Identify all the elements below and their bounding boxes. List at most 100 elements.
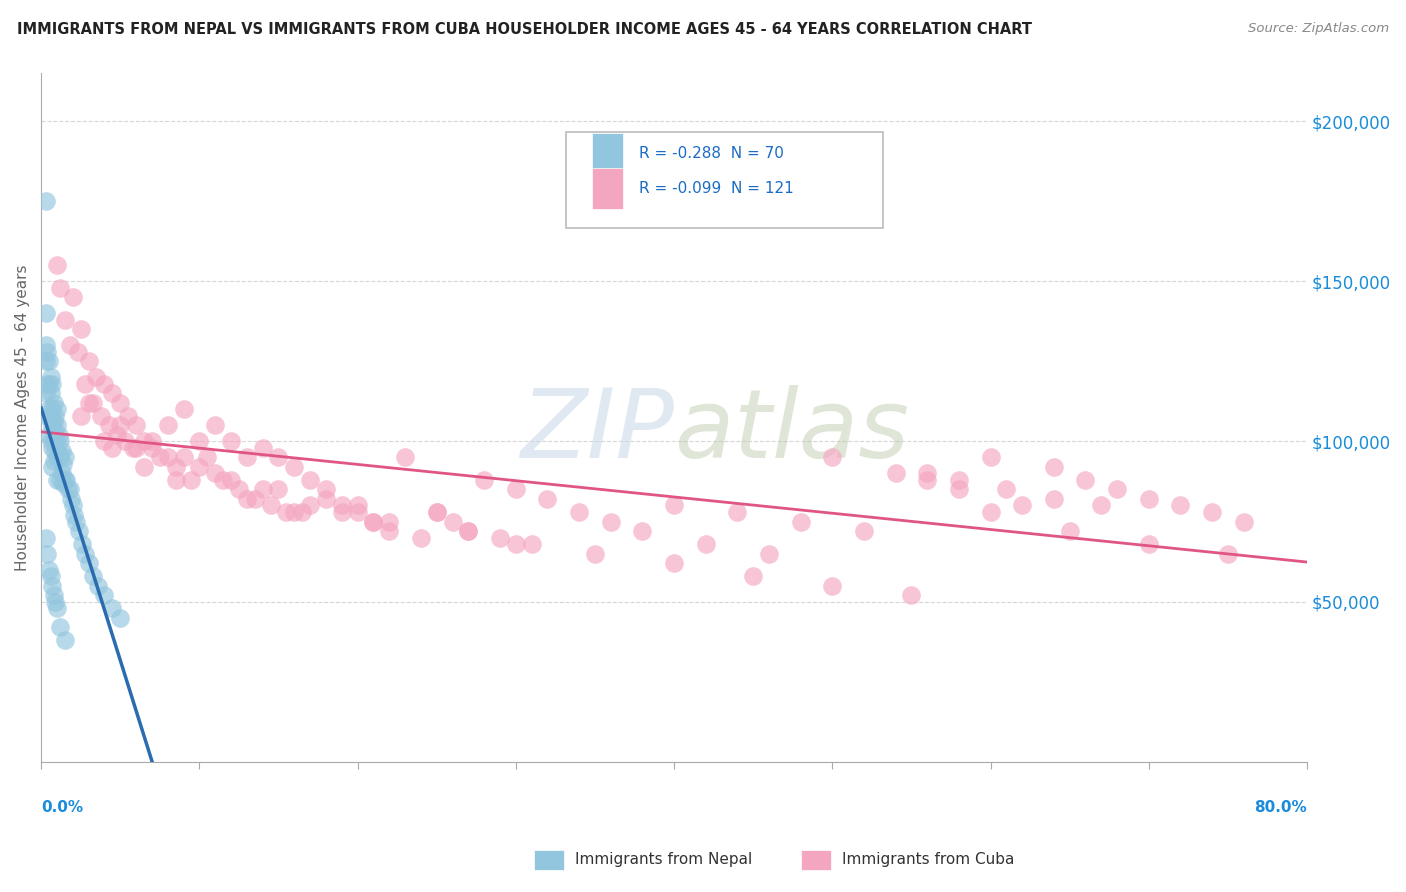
Point xyxy=(93,588,115,602)
Point xyxy=(299,499,322,513)
Point xyxy=(1059,524,1081,538)
Point xyxy=(44,444,66,458)
Point xyxy=(695,537,717,551)
Point xyxy=(441,515,464,529)
Point xyxy=(58,338,80,352)
Point xyxy=(884,467,907,481)
Point xyxy=(75,376,97,391)
Point xyxy=(852,524,875,538)
Text: R = -0.099  N = 121: R = -0.099 N = 121 xyxy=(638,181,793,196)
Point xyxy=(41,402,63,417)
Point xyxy=(42,588,65,602)
Point xyxy=(41,376,63,391)
Point xyxy=(38,402,60,417)
Point xyxy=(363,515,385,529)
Point xyxy=(45,418,67,433)
Point xyxy=(276,505,298,519)
Point xyxy=(394,450,416,465)
Point xyxy=(1043,492,1066,507)
Point xyxy=(219,434,242,449)
Point xyxy=(156,418,179,433)
Point xyxy=(236,492,259,507)
Point xyxy=(51,467,73,481)
Bar xyxy=(592,133,623,175)
Point xyxy=(489,531,512,545)
Point xyxy=(53,450,76,465)
Point xyxy=(53,633,76,648)
Point xyxy=(1170,499,1192,513)
Point xyxy=(378,524,401,538)
Point xyxy=(1043,460,1066,475)
Point xyxy=(915,467,938,481)
Point xyxy=(67,524,90,538)
Point xyxy=(583,547,606,561)
Point xyxy=(520,537,543,551)
Point xyxy=(82,396,104,410)
Point xyxy=(195,450,218,465)
Point xyxy=(243,492,266,507)
Point xyxy=(1090,499,1112,513)
Text: Source: ZipAtlas.com: Source: ZipAtlas.com xyxy=(1249,22,1389,36)
Point xyxy=(48,447,70,461)
Point xyxy=(122,441,145,455)
Point xyxy=(1137,492,1160,507)
Point xyxy=(219,473,242,487)
Point xyxy=(505,483,527,497)
Point xyxy=(35,386,58,401)
Point xyxy=(568,505,591,519)
Point xyxy=(995,483,1018,497)
Point xyxy=(789,515,811,529)
Point xyxy=(38,563,60,577)
Point xyxy=(65,515,87,529)
Point xyxy=(725,505,748,519)
Bar xyxy=(592,168,623,209)
Point xyxy=(117,409,139,423)
Point xyxy=(948,483,970,497)
Point xyxy=(536,492,558,507)
Point xyxy=(37,547,59,561)
Point xyxy=(156,450,179,465)
Point xyxy=(52,476,75,491)
Point xyxy=(291,505,314,519)
Point xyxy=(69,322,91,336)
Point xyxy=(149,450,172,465)
Point xyxy=(39,386,62,401)
Point xyxy=(51,444,73,458)
Point xyxy=(1201,505,1223,519)
Point xyxy=(86,370,108,384)
Point xyxy=(505,537,527,551)
Point xyxy=(44,425,66,439)
Point xyxy=(141,434,163,449)
Point xyxy=(56,483,79,497)
Point xyxy=(409,531,432,545)
Point xyxy=(77,396,100,410)
Point xyxy=(35,338,58,352)
Point xyxy=(87,578,110,592)
Point xyxy=(472,473,495,487)
Point xyxy=(44,409,66,423)
Point xyxy=(105,428,128,442)
Point xyxy=(41,441,63,455)
Point xyxy=(426,505,449,519)
Text: atlas: atlas xyxy=(673,384,910,477)
Point xyxy=(110,610,132,624)
Text: R = -0.288  N = 70: R = -0.288 N = 70 xyxy=(638,146,783,161)
Point xyxy=(173,402,195,417)
Point xyxy=(52,457,75,471)
Point xyxy=(204,418,226,433)
Point xyxy=(132,434,155,449)
Point xyxy=(42,396,65,410)
Point xyxy=(35,354,58,368)
Point xyxy=(53,473,76,487)
Point xyxy=(45,434,67,449)
Point xyxy=(38,354,60,368)
Point xyxy=(631,524,654,538)
Point xyxy=(1011,499,1033,513)
Point xyxy=(252,441,274,455)
Point xyxy=(49,473,72,487)
Point xyxy=(173,450,195,465)
Point xyxy=(330,499,353,513)
Point xyxy=(49,434,72,449)
Point xyxy=(39,434,62,449)
Y-axis label: Householder Income Ages 45 - 64 years: Householder Income Ages 45 - 64 years xyxy=(15,264,30,571)
